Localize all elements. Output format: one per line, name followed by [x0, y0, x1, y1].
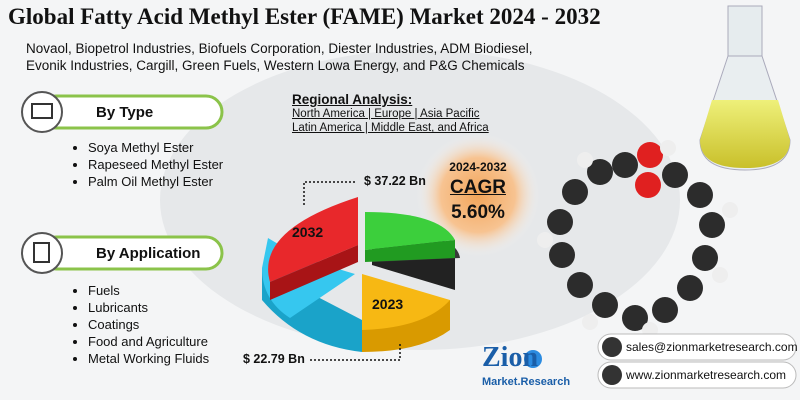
application-header	[21, 232, 224, 274]
flask-image	[699, 5, 791, 171]
website[interactable]: www.zionmarketresearch.com	[626, 368, 787, 382]
application-list: FuelsLubricantsCoatingsFood and Agricult…	[74, 283, 238, 368]
section-title: By Application	[96, 245, 201, 262]
logo-name: Zion	[482, 342, 539, 373]
cagr-value: 5.60%	[451, 202, 505, 223]
list-item: Coatings	[88, 317, 238, 333]
regional-line: Latin America | Middle East, and Africa	[292, 122, 489, 134]
value-start: $ 22.79 Bn	[243, 352, 305, 366]
type-header	[21, 91, 224, 133]
molecule-image	[537, 140, 738, 338]
cagr-period: 2024-2032	[449, 160, 507, 174]
regional-title: Regional Analysis:	[292, 92, 413, 107]
pointer-end	[303, 181, 355, 205]
logo-globe	[524, 350, 542, 368]
year-end: 2032	[292, 224, 324, 240]
list-item: Palm Oil Methyl Ester	[88, 174, 238, 190]
list-item: Rapeseed Methyl Ester	[88, 157, 238, 173]
type-list: Soya Methyl EsterRapeseed Methyl EsterPa…	[74, 140, 238, 191]
regional-line: North America | Europe | Asia Pacific	[292, 108, 480, 120]
contact-boxes	[597, 333, 797, 389]
section-title: By Type	[96, 104, 154, 121]
title: Global Fatty Acid Methyl Ester (FAME) Ma…	[8, 4, 601, 29]
list-item: Metal Working Fluids	[88, 351, 238, 367]
cagr-label: CAGR	[450, 177, 506, 198]
list-item: Food and Agriculture	[88, 334, 238, 350]
list-item: Fuels	[88, 283, 238, 299]
list-item: Lubricants	[88, 300, 238, 316]
pie-graphic	[262, 197, 460, 352]
email[interactable]: sales@zionmarketresearch.com	[626, 340, 798, 354]
cagr-badge	[416, 133, 540, 257]
value-end: $ 37.22 Bn	[364, 174, 426, 188]
companies: Novaol, Biopetrol Industries, Biofuels C…	[26, 41, 533, 73]
year-start: 2023	[372, 296, 404, 312]
list-item: Soya Methyl Ester	[88, 140, 238, 156]
pointer-start	[310, 344, 401, 361]
logo-sub: Market.Research	[482, 376, 571, 388]
